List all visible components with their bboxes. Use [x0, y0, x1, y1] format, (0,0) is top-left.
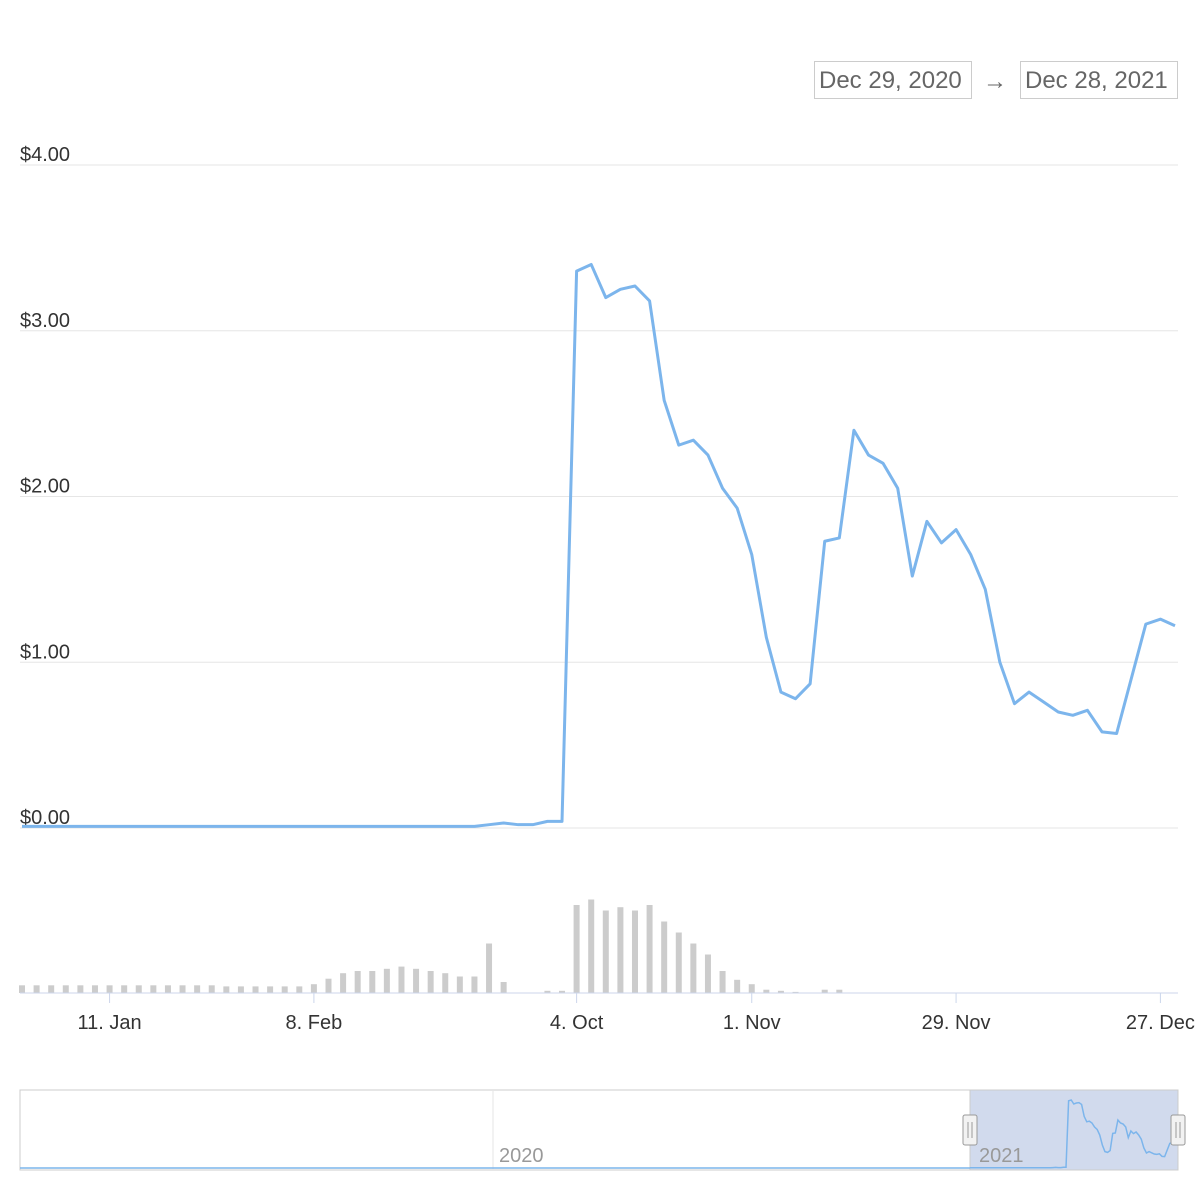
volume-bar: [179, 985, 186, 993]
price-line: [22, 262, 1176, 828]
range-to[interactable]: Dec 28, 2021: [1020, 61, 1178, 99]
range-separator: →: [983, 68, 1007, 95]
volume-bar: [748, 984, 755, 993]
volume-bar: [91, 985, 98, 993]
volume-bar: [821, 989, 828, 993]
volume-bar: [559, 990, 566, 993]
volume-bar: [661, 921, 668, 993]
volume-bar: [675, 932, 682, 993]
volume-bar: [106, 985, 113, 993]
volume-bar: [777, 990, 784, 993]
x-tick-label: 11. Jan: [78, 1012, 142, 1034]
volume-bar: [310, 984, 317, 993]
volume-bar: [281, 986, 288, 993]
volume-bar: [267, 986, 274, 993]
volume-bar: [413, 968, 420, 993]
volume-bar: [164, 985, 171, 993]
navigator-handle[interactable]: [962, 1114, 978, 1146]
volume-bar: [121, 985, 128, 993]
volume-bar: [486, 943, 493, 993]
volume-bar: [296, 986, 303, 993]
volume-bar: [734, 979, 741, 993]
range-from[interactable]: Dec 29, 2020: [814, 61, 972, 99]
y-tick-label: $1.00: [20, 641, 70, 663]
volume-bar: [223, 986, 230, 993]
volume-bar: [194, 985, 201, 993]
volume-bar: [354, 971, 361, 993]
volume-bar: [340, 973, 347, 993]
volume-bar: [646, 905, 653, 993]
navigator-line: [970, 1099, 1176, 1169]
x-tick-label: 29. Nov: [922, 1012, 991, 1034]
volume-bar: [398, 966, 405, 993]
navigator-label: 2021: [979, 1145, 1024, 1167]
volume-bar: [208, 985, 215, 993]
volume-bar: [62, 985, 69, 993]
volume-bar: [369, 971, 376, 993]
volume-bar: [456, 976, 463, 993]
volume-bar: [500, 982, 507, 993]
volume-bar: [690, 943, 697, 993]
y-tick-label: $0.00: [20, 807, 70, 829]
volume-bar: [631, 910, 638, 993]
volume-bar: [237, 986, 244, 993]
volume-bar: [544, 990, 551, 993]
navigator-label: 2020: [499, 1145, 544, 1167]
volume-bar: [427, 971, 434, 993]
volume-bar: [836, 989, 843, 993]
volume-bar: [602, 910, 609, 993]
y-tick-label: $3.00: [20, 310, 70, 332]
volume-bar: [442, 973, 449, 993]
volume-bar: [588, 899, 595, 993]
x-tick-label: 8. Feb: [286, 1012, 343, 1034]
volume-bar: [383, 968, 390, 993]
y-tick-label: $2.00: [20, 476, 70, 498]
navigator-handle[interactable]: [1170, 1114, 1186, 1146]
volume-bar: [704, 954, 711, 993]
volume-bar: [573, 905, 580, 993]
x-tick-label: 27. Dec: [1126, 1012, 1195, 1034]
volume-bar: [471, 976, 478, 993]
volume-bar: [719, 971, 726, 993]
volume-bar: [150, 985, 157, 993]
volume-bar: [33, 985, 40, 993]
x-tick-label: 4. Oct: [550, 1012, 604, 1034]
volume-bar: [325, 978, 332, 993]
volume-bar: [19, 985, 25, 993]
y-tick-label: $4.00: [20, 144, 70, 166]
volume-bar: [763, 989, 770, 993]
volume-bar: [617, 907, 624, 993]
volume-bar: [792, 991, 799, 993]
volume-bar: [252, 986, 259, 993]
volume-bar: [48, 985, 55, 993]
x-tick-label: 1. Nov: [723, 1012, 781, 1034]
volume-bar: [135, 985, 142, 993]
volume-bar: [77, 985, 84, 993]
